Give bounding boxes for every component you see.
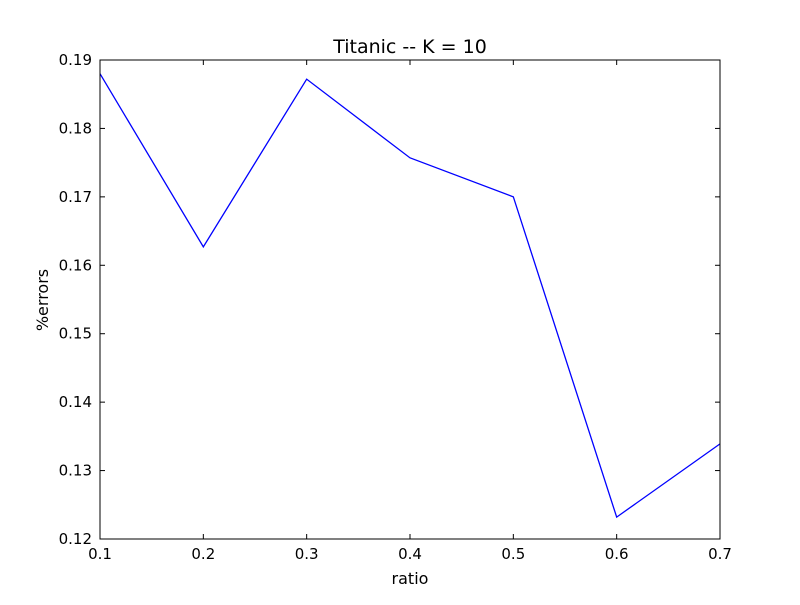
- x-tick-label: 0.7: [708, 545, 732, 563]
- x-tick-label: 0.4: [398, 545, 422, 563]
- x-tick-label: 0.1: [88, 545, 112, 563]
- x-tick-label: 0.5: [501, 545, 525, 563]
- series-line: [99, 73, 721, 519]
- y-tick-label: 0.13: [59, 462, 92, 480]
- y-tick-label: 0.12: [59, 530, 92, 548]
- y-tick-label: 0.17: [59, 188, 92, 206]
- x-axis-label: ratio: [392, 569, 429, 588]
- y-tick-label: 0.18: [59, 119, 92, 137]
- x-tick-label: 0.2: [191, 545, 215, 563]
- chart-title: Titanic -- K = 10: [332, 36, 487, 58]
- y-tick-label: 0.16: [59, 256, 92, 274]
- plot-area: [99, 73, 721, 519]
- x-tick-label: 0.6: [605, 545, 629, 563]
- y-tick-label: 0.15: [59, 325, 92, 343]
- y-tick-label: 0.19: [59, 51, 92, 69]
- y-tick-label: 0.14: [59, 393, 92, 411]
- plot-frame: [99, 59, 721, 540]
- axis-ticks: 0.1 0.2 0.3 0.4 0.5 0.6 0.7 0.12 0.13 0.14 0.15 0.1…: [59, 51, 732, 563]
- x-tick-label: 0.3: [295, 545, 319, 563]
- y-axis-label: %errors: [33, 269, 52, 331]
